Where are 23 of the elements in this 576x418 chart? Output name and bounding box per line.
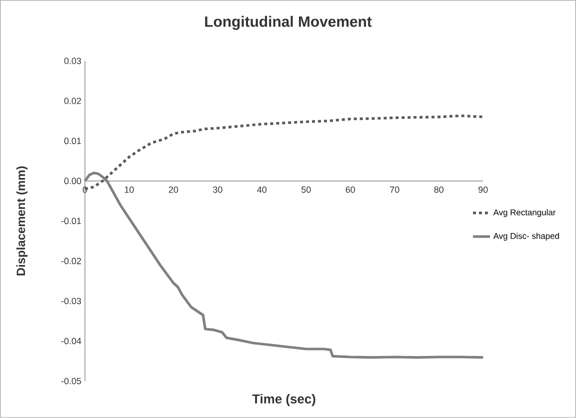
x-tick-label: 30 bbox=[213, 186, 222, 193]
y-tick-label: -0.05 bbox=[61, 378, 82, 384]
y-tick-label: -0.03 bbox=[61, 298, 82, 304]
x-tick-label: 50 bbox=[301, 186, 311, 193]
y-tick-label: -0.02 bbox=[61, 258, 81, 264]
legend-label: Avg Disc- shaped bbox=[493, 232, 559, 241]
x-tick-label: 60 bbox=[346, 186, 356, 193]
y-tick-label: 0.01 bbox=[64, 138, 81, 144]
chart-title: Longitudinal Movement bbox=[205, 16, 372, 30]
x-tick-label: 90 bbox=[478, 186, 488, 193]
y-axis-title: Displacement (mm) bbox=[16, 166, 28, 276]
x-tick-label: 40 bbox=[257, 186, 267, 193]
y-tick-label: 0.03 bbox=[64, 58, 82, 64]
y-tick-label: 0.00 bbox=[64, 178, 82, 184]
x-tick-label: 70 bbox=[390, 186, 400, 193]
y-tick-label: 0.02 bbox=[64, 98, 81, 104]
x-axis-title: Time (sec) bbox=[252, 394, 316, 406]
legend-label: Avg Rectangular bbox=[493, 209, 556, 218]
x-tick-label: 80 bbox=[434, 186, 444, 193]
y-tick-label: -0.04 bbox=[61, 338, 82, 344]
y-tick-label: -0.01 bbox=[61, 218, 81, 224]
x-tick-label: 10 bbox=[124, 186, 134, 193]
x-tick-label: 20 bbox=[168, 186, 178, 193]
